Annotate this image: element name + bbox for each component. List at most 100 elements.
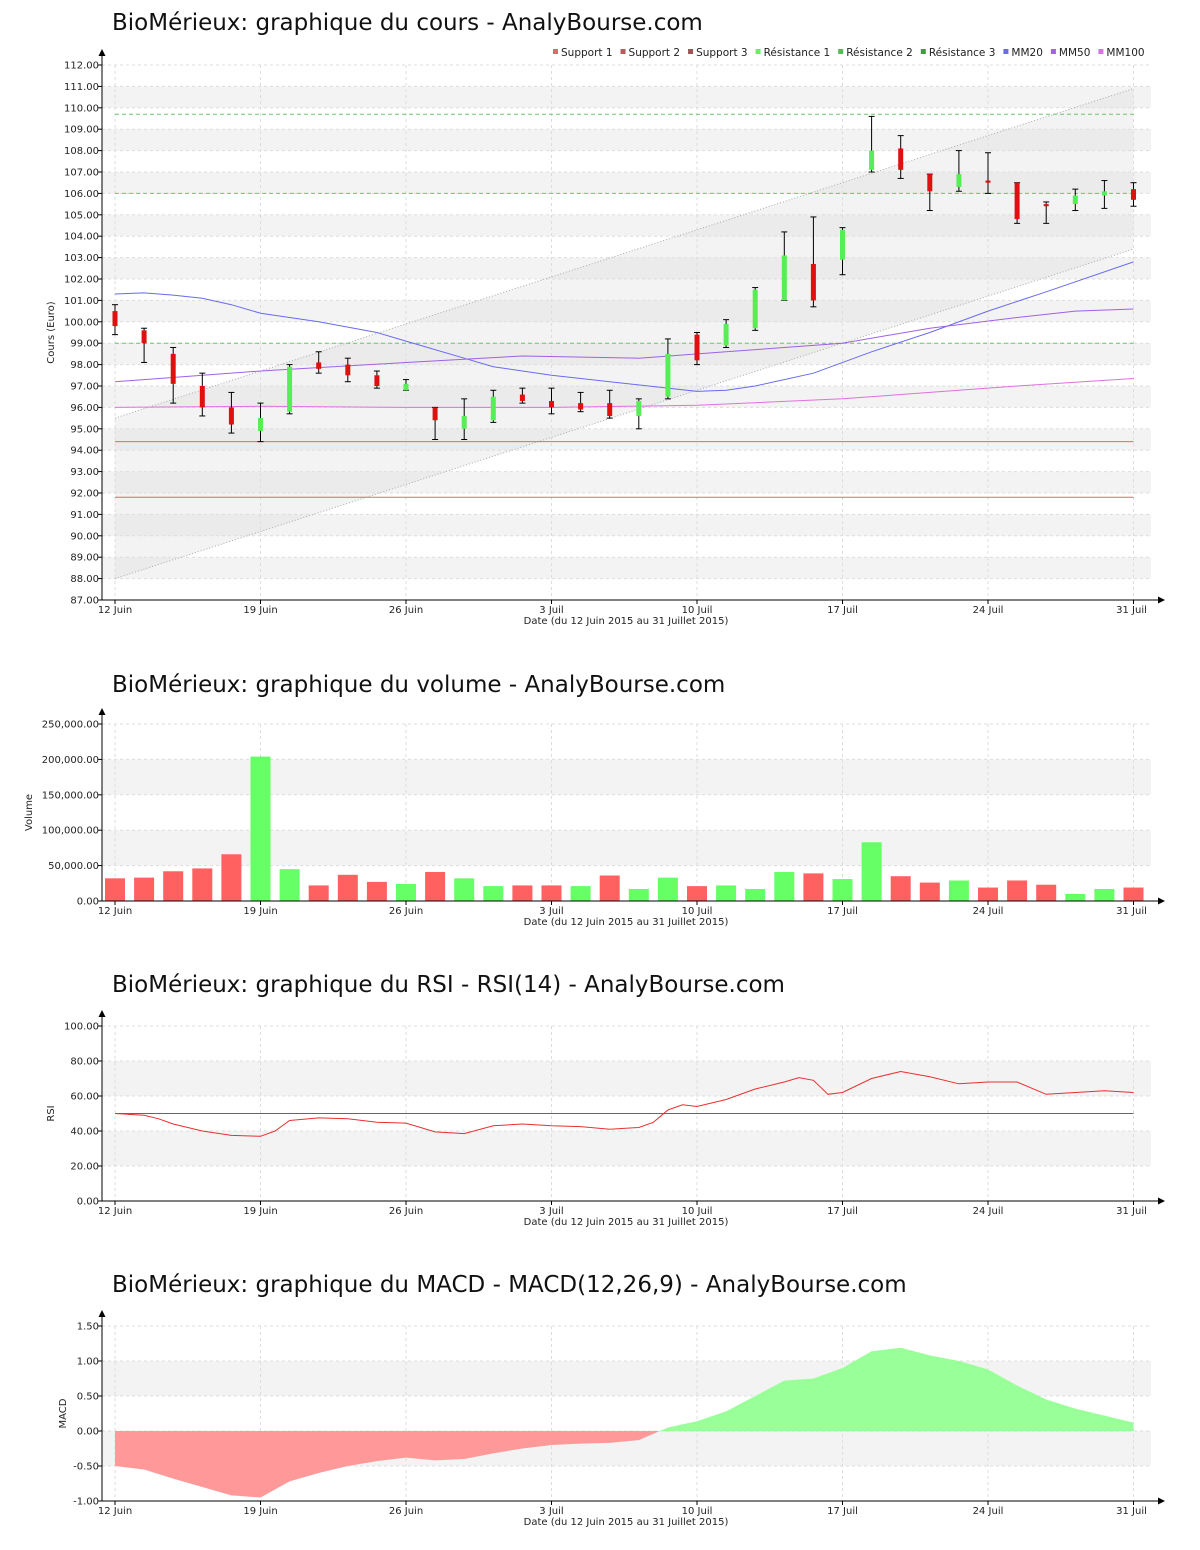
x-tick-label: 31 Juil bbox=[1116, 605, 1147, 616]
y-tick-label: 92.00 bbox=[70, 489, 99, 500]
x-axis-title: Date (du 12 Juin 2015 au 31 Juillet 2015… bbox=[524, 1217, 729, 1228]
volume-bar bbox=[657, 877, 678, 901]
grid-band bbox=[102, 172, 1151, 194]
y-tick-label: 87.00 bbox=[70, 596, 99, 607]
grid-band bbox=[102, 214, 1151, 237]
y-tick-label: 110.00 bbox=[64, 103, 99, 114]
y-tick-label: 100.00 bbox=[64, 317, 99, 328]
volume-bar bbox=[570, 886, 591, 901]
chart-title: BioMérieux: graphique du cours - AnalyBo… bbox=[112, 10, 703, 36]
candle-body bbox=[199, 386, 205, 408]
x-tick-label: 26 Juin bbox=[389, 605, 423, 616]
moving-average-mm20 bbox=[114, 261, 1134, 392]
y-axis-title: Cours (Euro) bbox=[46, 301, 57, 364]
volume-bar bbox=[1065, 893, 1086, 901]
y-tick-label: -1.00 bbox=[73, 1497, 99, 1508]
rsi-line bbox=[114, 1070, 1134, 1137]
chart-title: BioMérieux: graphique du MACD - MACD(12,… bbox=[112, 1272, 907, 1298]
volume-bar bbox=[1036, 884, 1057, 901]
rsi-chart: BioMérieux: graphique du RSI - RSI(14) -… bbox=[0, 950, 1200, 1250]
y-tick-label: 101.00 bbox=[64, 296, 99, 307]
legend-label: Support 1 bbox=[561, 47, 613, 59]
grid-band bbox=[102, 830, 1151, 866]
candle-body bbox=[345, 364, 351, 376]
y-tick-label: 111.00 bbox=[64, 82, 99, 93]
y-tick-label: 80.00 bbox=[70, 1057, 99, 1068]
y-tick-label: 0.00 bbox=[77, 897, 99, 908]
candle-body bbox=[112, 311, 118, 327]
y-tick-label: 100.00 bbox=[64, 1022, 99, 1033]
y-axis-title: RSI bbox=[46, 1105, 57, 1121]
y-tick-label: 98.00 bbox=[70, 360, 99, 371]
candle-body bbox=[228, 407, 234, 425]
candle-body bbox=[549, 400, 554, 408]
grid-band bbox=[102, 300, 1151, 322]
legend-label: MM50 bbox=[1059, 47, 1090, 59]
y-tick-label: 0.00 bbox=[77, 1427, 99, 1438]
grid-band bbox=[102, 514, 1151, 536]
volume-bar bbox=[105, 878, 125, 901]
candle-body bbox=[461, 415, 467, 429]
grid-band bbox=[102, 428, 1151, 451]
x-tick-label: 24 Juil bbox=[973, 605, 1004, 616]
x-tick-label: 10 Juil bbox=[682, 906, 713, 917]
volume-bar bbox=[1007, 880, 1028, 901]
grid-band bbox=[102, 343, 1151, 365]
x-tick-label: 12 Juin bbox=[98, 605, 132, 616]
price-chart: BioMérieux: graphique du cours - AnalyBo… bbox=[0, 0, 1200, 650]
candle-body bbox=[723, 323, 729, 346]
grid-band bbox=[102, 1131, 1151, 1166]
legend-label: Support 3 bbox=[696, 47, 748, 59]
candle-body bbox=[752, 289, 758, 329]
volume-bar bbox=[454, 878, 475, 901]
volume-plot: 0.00 50,000.00 100,000.00 150,000.00 200,000… bbox=[24, 708, 1165, 928]
candle-body bbox=[1131, 189, 1136, 200]
volume-bar bbox=[512, 885, 533, 901]
x-tick-label: 19 Juin bbox=[243, 1506, 277, 1517]
candle-body bbox=[810, 264, 816, 301]
y-axis-arrow bbox=[98, 49, 106, 56]
y-tick-label: 100,000.00 bbox=[42, 826, 99, 837]
x-tick-label: 19 Juin bbox=[243, 605, 277, 616]
legend-label: Résistance 2 bbox=[846, 47, 913, 59]
x-axis-arrow bbox=[1158, 596, 1165, 604]
legend-swatch bbox=[920, 49, 926, 54]
y-tick-label: 90.00 bbox=[70, 531, 99, 542]
legend-label: Support 2 bbox=[629, 47, 681, 59]
x-axis-title: Date (du 12 Juin 2015 au 31 Juillet 2015… bbox=[524, 616, 729, 627]
volume-bar bbox=[250, 756, 271, 901]
grid-band bbox=[102, 759, 1151, 795]
candle-body bbox=[869, 150, 875, 170]
volume-bar bbox=[948, 880, 969, 901]
volume-bar bbox=[337, 874, 358, 901]
volume-bar bbox=[978, 887, 998, 901]
y-tick-label: 200,000.00 bbox=[42, 755, 99, 766]
y-tick-label: 20.00 bbox=[70, 1162, 99, 1173]
grid-band bbox=[102, 1061, 1151, 1096]
y-tick-label: -0.50 bbox=[73, 1462, 99, 1473]
y-axis-title: Volume bbox=[24, 794, 35, 831]
grid-band bbox=[102, 129, 1151, 151]
y-tick-label: 93.00 bbox=[70, 467, 99, 478]
x-tick-label: 17 Juil bbox=[827, 605, 858, 616]
candle-body bbox=[403, 383, 409, 391]
candle-body bbox=[607, 403, 613, 416]
volume-bar bbox=[279, 869, 300, 901]
y-tick-label: 50,000.00 bbox=[48, 861, 99, 872]
volume-bar bbox=[890, 876, 911, 901]
y-tick-label: 88.00 bbox=[70, 574, 99, 585]
y-tick-label: 40.00 bbox=[70, 1127, 99, 1138]
x-tick-label: 26 Juin bbox=[389, 906, 423, 917]
volume-bar bbox=[134, 877, 155, 901]
x-tick-label: 17 Juil bbox=[827, 906, 858, 917]
x-tick-label: 3 Juil bbox=[539, 906, 563, 917]
x-tick-label: 19 Juin bbox=[243, 906, 277, 917]
volume-bar bbox=[425, 871, 446, 901]
candle-body bbox=[665, 353, 671, 397]
x-tick-label: 12 Juin bbox=[98, 1506, 132, 1517]
legend-swatch bbox=[553, 49, 558, 54]
x-axis-arrow bbox=[1158, 897, 1165, 905]
moving-average-mm50 bbox=[114, 308, 1134, 383]
legend-swatch bbox=[1003, 49, 1009, 54]
x-tick-label: 3 Juil bbox=[539, 1506, 563, 1517]
